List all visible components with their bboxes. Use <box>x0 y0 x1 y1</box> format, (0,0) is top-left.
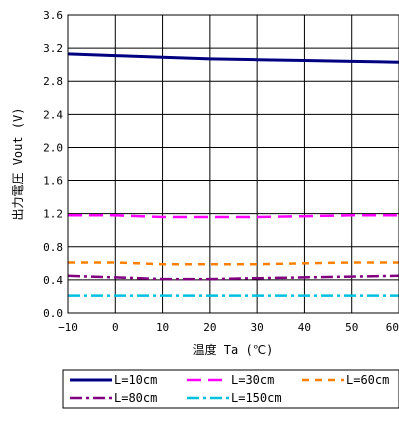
y-tick-label: 3.6 <box>43 9 63 22</box>
x-tick-label: 10 <box>156 321 169 334</box>
x-tick-label: 60 <box>386 321 399 334</box>
series-line-l-10cm <box>67 52 399 64</box>
y-tick-labels: 0.0 0.4 0.8 1.2 1.6 2.0 2.4 2.8 3.2 3.6 <box>43 9 63 320</box>
legend-label: L=30cm <box>231 373 274 387</box>
plot-frame <box>67 14 399 314</box>
y-tick-label: 3.2 <box>43 42 63 55</box>
legend-label: L=10cm <box>114 373 157 387</box>
y-tick-label: 2.8 <box>43 75 63 88</box>
series-lines <box>67 52 399 297</box>
x-axis-label: 温度 Ta (℃) <box>193 342 274 357</box>
series-line-l-80cm <box>67 274 399 281</box>
y-tick-label: 0.0 <box>43 307 63 320</box>
legend-box <box>62 369 399 409</box>
x-tick-label: 40 <box>298 321 311 334</box>
x-tick-label: 30 <box>251 321 264 334</box>
legend: L=10cm L=30cm L=60cm L=80cm L=150cm <box>62 369 399 409</box>
legend-label: L=80cm <box>114 391 157 405</box>
y-tick-label: 1.6 <box>43 175 63 188</box>
y-tick-label: 0.4 <box>43 274 63 287</box>
x-tick-label: 50 <box>345 321 358 334</box>
legend-items: L=10cm L=30cm L=60cm L=80cm L=150cm <box>70 373 389 405</box>
x-tick-label: 0 <box>112 321 119 334</box>
series-line-l-30cm <box>68 214 399 219</box>
y-axis-label: 出力電圧 Vout (V) <box>11 107 25 220</box>
y-tick-label: 1.2 <box>43 208 63 221</box>
y-tick-label: 0.8 <box>43 241 63 254</box>
legend-label: L=60cm <box>346 373 389 387</box>
x-tick-label: 20 <box>203 321 216 334</box>
legend-label: L=150cm <box>231 391 282 405</box>
y-tick-label: 2.0 <box>43 141 63 154</box>
y-tick-label: 2.4 <box>43 108 63 121</box>
x-tick-label: −10 <box>58 321 78 334</box>
x-tick-labels: −10 0 10 20 30 40 50 60 <box>58 321 399 334</box>
series-line-l-60cm <box>68 261 399 266</box>
